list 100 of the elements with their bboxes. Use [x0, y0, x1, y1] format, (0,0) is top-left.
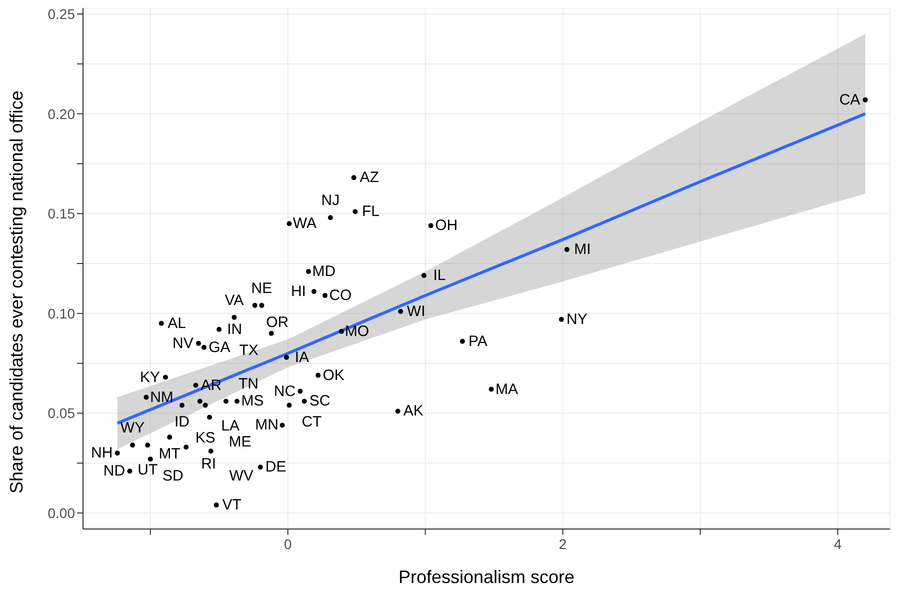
point [306, 268, 311, 274]
point [148, 456, 153, 462]
data-label: AL [168, 314, 186, 332]
x-tick-label: 2 [558, 536, 567, 552]
data-label: NE [251, 280, 272, 297]
data-label: NY [566, 310, 588, 328]
data-label: OK [322, 366, 344, 384]
point [564, 247, 570, 252]
data-label: CT [302, 414, 322, 431]
data-label: MD [312, 262, 336, 280]
point [286, 221, 292, 226]
x-axis-title: Professionalism score [398, 567, 575, 587]
point [352, 209, 358, 214]
point [338, 328, 344, 334]
point [268, 330, 274, 336]
y-tick-label: 0.05 [48, 405, 76, 422]
point [302, 398, 307, 404]
data-label: ID [174, 414, 190, 431]
data-label: NM [150, 388, 174, 406]
point [206, 414, 212, 420]
point [197, 398, 202, 404]
point [259, 302, 264, 308]
point [398, 308, 404, 314]
data-label: WY [120, 420, 145, 437]
data-label: WA [292, 215, 317, 232]
y-tick-label: 0.25 [48, 6, 76, 22]
data-label: LA [221, 418, 240, 435]
data-label: MI [574, 241, 591, 258]
data-label: MN [255, 416, 279, 434]
data-label: KS [195, 430, 216, 447]
point [130, 442, 135, 448]
point [184, 444, 189, 450]
point [252, 302, 258, 308]
point [460, 338, 465, 344]
point [280, 422, 285, 428]
point [162, 374, 168, 380]
data-label: NV [172, 334, 194, 352]
data-label: CA [839, 91, 860, 108]
point [395, 408, 400, 414]
data-label: UT [138, 462, 158, 479]
point [114, 450, 120, 456]
data-label: NH [91, 444, 113, 462]
point [223, 398, 228, 404]
point [208, 448, 214, 454]
point [862, 97, 868, 102]
data-label: NC [274, 382, 296, 400]
point [167, 434, 172, 440]
y-tick-label: 0.20 [48, 106, 76, 122]
point [201, 344, 206, 350]
point [284, 354, 289, 360]
data-label: AZ [360, 169, 379, 186]
point [286, 402, 292, 408]
data-label: MA [496, 380, 518, 398]
point [179, 402, 184, 408]
point [202, 402, 208, 408]
point [311, 288, 316, 294]
y-tick-label: 0.00 [48, 505, 76, 521]
point [214, 502, 219, 508]
data-label: VA [224, 292, 244, 309]
data-label: GA [208, 338, 230, 356]
point [234, 398, 240, 404]
data-label: MS [241, 392, 264, 410]
data-label: TN [238, 376, 258, 393]
point [193, 382, 198, 388]
data-label: MT [158, 446, 180, 463]
data-label: HI [290, 282, 306, 300]
point [328, 215, 333, 220]
data-label: IA [294, 348, 310, 366]
data-label: CO [329, 286, 352, 304]
point [258, 464, 263, 470]
data-label: IL [433, 266, 446, 284]
data-label: FL [362, 203, 380, 220]
y-axis-title: Share of candidates ever contesting national office [6, 90, 26, 494]
x-tick-label: 4 [834, 536, 842, 552]
data-label: AK [403, 402, 424, 420]
data-label: OH [435, 217, 458, 234]
point [196, 340, 201, 346]
data-label: WV [229, 468, 254, 485]
y-tick-label: 0.10 [48, 305, 76, 322]
point [158, 320, 164, 326]
data-label: TX [239, 342, 258, 359]
data-label: RI [201, 456, 216, 473]
data-label: IN [227, 320, 242, 338]
point [216, 326, 222, 332]
point [127, 468, 132, 474]
data-label: MO [344, 322, 370, 340]
y-tick-label: 0.15 [48, 206, 76, 222]
point [232, 314, 237, 320]
point [316, 372, 321, 378]
data-label: NJ [321, 192, 340, 210]
data-label: DE [265, 458, 286, 476]
data-label: PA [468, 332, 488, 350]
point [428, 223, 434, 228]
point [488, 386, 494, 392]
data-label: VT [222, 496, 242, 514]
point [144, 394, 149, 400]
point [298, 388, 303, 394]
data-label: ME [228, 434, 252, 451]
data-label: SD [162, 468, 184, 485]
data-label: WI [406, 302, 426, 320]
